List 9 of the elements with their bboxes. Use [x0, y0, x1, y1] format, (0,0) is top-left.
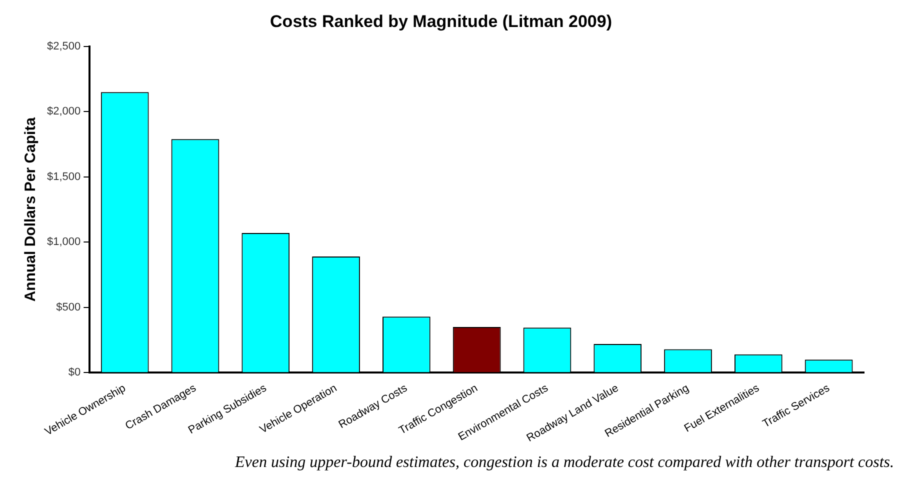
- y-tick-label: $1,500: [46, 170, 81, 183]
- text: Even using upper-bound estimates, congestion is a moderate cost compared with other transport costs.: [234, 454, 895, 472]
- y-tick-label: $500: [56, 301, 81, 314]
- y-tick-label: $2,000: [46, 106, 81, 118]
- y-axis-title: Annual Dollars Per Capita: [22, 116, 40, 302]
- chart-title: Costs Ranked by Magnitude (Litman 2009): [270, 12, 612, 31]
- y-tick-label: $2,500: [46, 40, 81, 52]
- y-tick-label: $0: [68, 366, 81, 379]
- y-tick-label: $1,000: [46, 236, 81, 248]
